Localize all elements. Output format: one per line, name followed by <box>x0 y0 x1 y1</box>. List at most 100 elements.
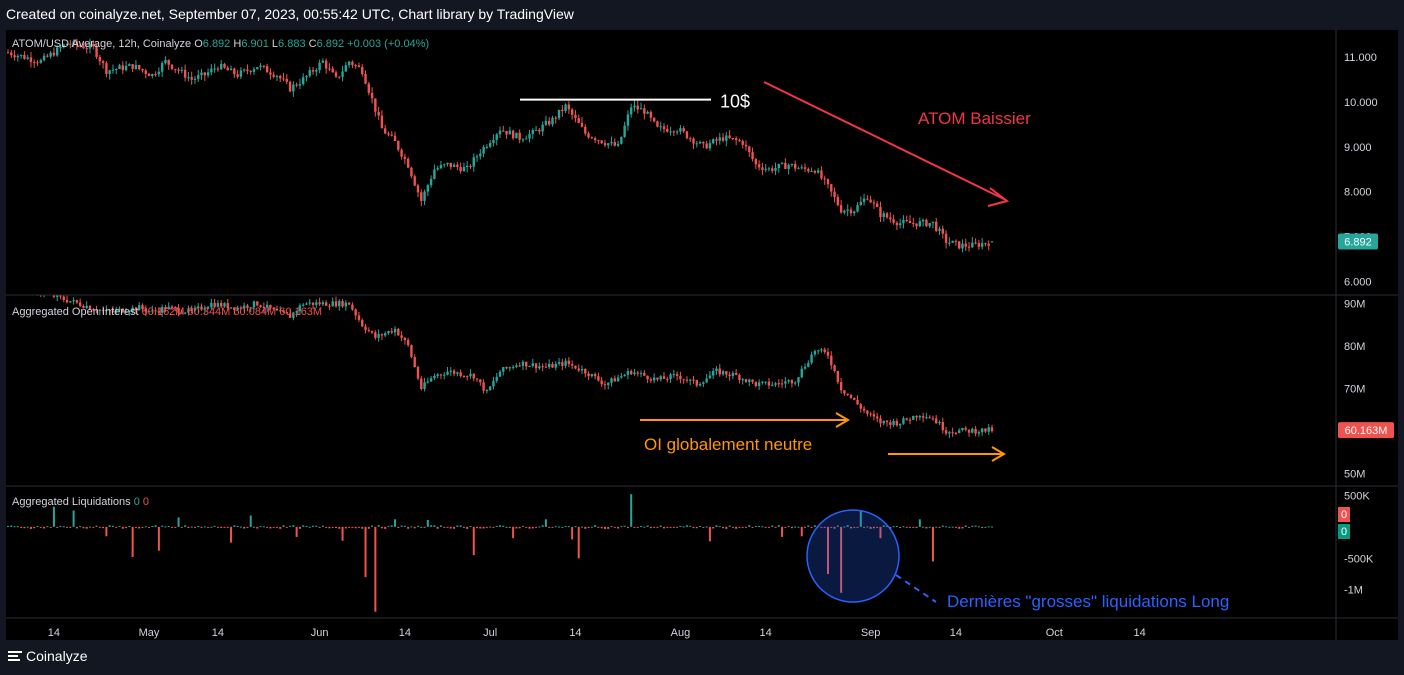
oi-candle-body <box>220 302 223 307</box>
oi-candle-body <box>229 307 233 309</box>
oi-candle-body <box>712 370 715 376</box>
price-candle-body <box>712 139 715 144</box>
x-tick-label: May <box>139 627 160 639</box>
legend-value: 6.892 <box>317 38 348 50</box>
price-candle-body <box>672 131 676 133</box>
liquidation-bar <box>777 525 780 527</box>
price-candle-body <box>849 209 853 214</box>
price-candle-body <box>423 191 426 201</box>
oi-candle-body <box>944 430 948 434</box>
liquidation-bar <box>335 526 337 529</box>
oi-candle-body <box>787 380 790 382</box>
oi-candle-body <box>59 295 62 297</box>
oi-candle-body <box>961 427 964 431</box>
oi-candle-body <box>265 304 269 308</box>
liquidation-bar <box>239 526 242 528</box>
oi-candle-body <box>764 381 767 383</box>
liquidation-bar <box>321 525 324 527</box>
price-candle-body <box>154 74 157 76</box>
liquidation-bar <box>745 526 747 528</box>
liquidation-bar <box>387 525 390 527</box>
oi-candle-body <box>433 376 436 379</box>
liquidation-bar <box>161 525 164 527</box>
liquidation-bar <box>682 526 685 528</box>
price-candle-body <box>941 228 944 234</box>
oi-candle-body <box>370 331 374 333</box>
legend-value: H <box>233 38 241 50</box>
liquidation-bar <box>348 526 351 528</box>
price-candle-body <box>124 65 128 71</box>
price-candle-body <box>265 66 269 73</box>
price-candle-body <box>229 68 233 71</box>
liquidation-bar <box>351 526 354 528</box>
liq-short-badge-bg <box>1338 507 1350 522</box>
oi-candle-body <box>859 404 862 409</box>
liquidation-bar <box>62 526 65 528</box>
oi-candle-body <box>311 302 315 305</box>
price-candle-body <box>570 109 574 115</box>
x-tick-label: 14 <box>569 627 581 639</box>
oi-candle-body <box>384 333 387 336</box>
liquidation-bar <box>13 526 16 528</box>
liquidation-bar <box>66 526 69 528</box>
liquidation-bar <box>971 525 974 527</box>
oi-candle-body <box>138 305 141 311</box>
liquidation-bar <box>587 526 590 529</box>
coinalyze-logo[interactable]: Coinalyze <box>8 648 87 664</box>
liquidation-bar <box>131 526 134 558</box>
oi-candle-body <box>259 305 262 307</box>
liquidation-bar <box>315 525 318 527</box>
liquidation-bar <box>876 526 879 528</box>
price-candle-body <box>698 141 702 144</box>
liquidation-bar <box>758 525 761 527</box>
chart-svg[interactable]: 11.00010.0009.0008.0007.0006.00090M80M70… <box>6 30 1398 640</box>
price-candle-body <box>131 64 134 69</box>
oi-candle-body <box>577 368 580 371</box>
liquidation-bar <box>318 526 321 528</box>
x-tick-label: 14 <box>950 627 962 639</box>
oi-candle-body <box>679 375 682 380</box>
liquidation-bar <box>643 526 646 528</box>
oi-candle-body <box>662 376 666 379</box>
legend-value: O <box>194 38 203 50</box>
liquidation-bar <box>525 526 528 528</box>
liquidation-bar <box>36 525 39 527</box>
price-candle-body <box>285 78 288 82</box>
price-candle-body <box>351 61 354 66</box>
liquidation-bar <box>226 526 229 528</box>
oi-candle-body <box>485 390 489 392</box>
oi-candle-body <box>925 417 928 419</box>
price-candle-body <box>498 130 502 135</box>
oi-candle-body <box>387 331 390 334</box>
oi-candle-body <box>836 370 840 383</box>
price-last-value-label: 6.892 <box>1344 236 1372 248</box>
oi-candle-body <box>593 373 597 377</box>
liquidation-bar <box>866 526 869 528</box>
price-candle-body <box>347 61 351 66</box>
legend-value: 6.901 <box>241 38 272 50</box>
price-candle-body <box>964 243 967 247</box>
liquidation-bar <box>20 526 23 528</box>
liquidation-bar <box>548 526 551 528</box>
price-candle-body <box>603 143 607 146</box>
oi-candle-body <box>728 374 731 377</box>
oi-candle-body <box>295 311 298 313</box>
price-candle-body <box>702 141 705 144</box>
liquidation-bar <box>895 526 898 528</box>
liquidations-pane[interactable] <box>7 494 993 612</box>
oi-candle-body <box>744 379 748 382</box>
price-candle-body <box>652 117 656 122</box>
open-interest-pane[interactable] <box>7 281 994 439</box>
oi-candle-body <box>78 302 82 306</box>
price-pane[interactable] <box>6 38 994 253</box>
oi-candle-body <box>69 301 72 303</box>
chart-area[interactable]: 11.00010.0009.0008.0007.0006.00090M80M70… <box>6 30 1398 640</box>
liquidation-bar <box>512 526 515 539</box>
liquidation-highlight-circle <box>806 509 900 603</box>
price-candle-body <box>534 129 538 131</box>
oi-candle-body <box>734 372 738 375</box>
liquidation-bar <box>256 526 259 529</box>
oi-candle-body <box>233 307 236 310</box>
liquidation-bar <box>807 525 810 527</box>
oi-candle-body <box>357 315 361 320</box>
